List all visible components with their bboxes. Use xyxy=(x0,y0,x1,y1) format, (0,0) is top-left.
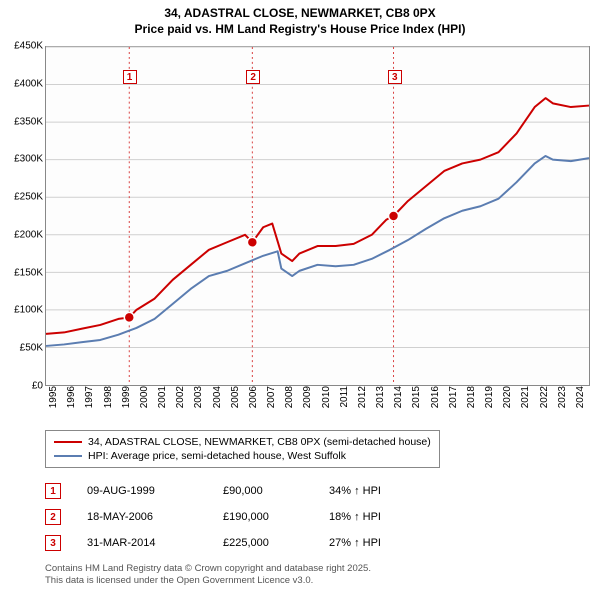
transaction-date: 18-MAY-2006 xyxy=(87,511,207,523)
y-tick-label: £150K xyxy=(3,267,43,278)
y-tick-label: £300K xyxy=(3,154,43,165)
transactions-table: 1 09-AUG-1999 £90,000 34% ↑ HPI 2 18-MAY-2006… xyxy=(45,478,419,556)
x-tick-label: 2013 xyxy=(375,386,386,426)
title-line1: 34, ADASTRAL CLOSE, NEWMARKET, CB8 0PX xyxy=(0,6,600,22)
x-tick-label: 1997 xyxy=(84,386,95,426)
transaction-marker-box: 3 xyxy=(45,535,61,551)
title-line2: Price paid vs. HM Land Registry's House … xyxy=(0,22,600,38)
marker-dots xyxy=(124,211,398,322)
transaction-price: £225,000 xyxy=(223,537,313,549)
y-tick-label: £100K xyxy=(3,305,43,316)
x-tick-label: 1999 xyxy=(121,386,132,426)
x-tick-label: 2015 xyxy=(411,386,422,426)
x-tick-label: 1998 xyxy=(103,386,114,426)
legend-item: HPI: Average price, semi-detached house,… xyxy=(54,449,431,463)
transaction-row: 3 31-MAR-2014 £225,000 27% ↑ HPI xyxy=(45,530,419,556)
x-tick-label: 2019 xyxy=(484,386,495,426)
x-tick-label: 2005 xyxy=(230,386,241,426)
x-tick-label: 2011 xyxy=(339,386,350,426)
x-tick-label: 2023 xyxy=(557,386,568,426)
footer-line1: Contains HM Land Registry data © Crown c… xyxy=(45,563,371,574)
x-tick-label: 2004 xyxy=(212,386,223,426)
transaction-row: 2 18-MAY-2006 £190,000 18% ↑ HPI xyxy=(45,504,419,530)
y-tick-label: £450K xyxy=(3,41,43,52)
legend-swatch xyxy=(54,441,82,443)
x-tick-label: 2020 xyxy=(502,386,513,426)
marker-box: 3 xyxy=(388,70,402,84)
footer-line2: This data is licensed under the Open Gov… xyxy=(45,575,371,586)
x-tick-label: 2000 xyxy=(139,386,150,426)
chart-container: 34, ADASTRAL CLOSE, NEWMARKET, CB8 0PX P… xyxy=(0,0,600,590)
x-tick-label: 2010 xyxy=(321,386,332,426)
footer-attribution: Contains HM Land Registry data © Crown c… xyxy=(45,563,371,586)
legend-item: 34, ADASTRAL CLOSE, NEWMARKET, CB8 0PX (… xyxy=(54,435,431,449)
y-tick-label: £50K xyxy=(3,343,43,354)
plot-area: 1 2 3 xyxy=(45,46,590,386)
y-tick-label: £0 xyxy=(3,381,43,392)
x-tick-label: 2002 xyxy=(175,386,186,426)
transaction-date: 31-MAR-2014 xyxy=(87,537,207,549)
y-tick-label: £400K xyxy=(3,78,43,89)
marker-box: 1 xyxy=(123,70,137,84)
y-tick-label: £250K xyxy=(3,192,43,203)
x-tick-label: 2022 xyxy=(539,386,550,426)
marker-box: 2 xyxy=(246,70,260,84)
x-tick-label: 2007 xyxy=(266,386,277,426)
y-tick-label: £350K xyxy=(3,116,43,127)
marker-lines xyxy=(129,47,393,385)
x-tick-label: 2018 xyxy=(466,386,477,426)
x-tick-label: 1996 xyxy=(66,386,77,426)
x-tick-label: 2024 xyxy=(575,386,586,426)
transaction-hpi: 27% ↑ HPI xyxy=(329,537,419,549)
legend: 34, ADASTRAL CLOSE, NEWMARKET, CB8 0PX (… xyxy=(45,430,440,468)
x-tick-label: 2009 xyxy=(302,386,313,426)
transaction-date: 09-AUG-1999 xyxy=(87,485,207,497)
x-tick-label: 2001 xyxy=(157,386,168,426)
transaction-price: £90,000 xyxy=(223,485,313,497)
x-tick-label: 2017 xyxy=(448,386,459,426)
x-tick-label: 2014 xyxy=(393,386,404,426)
transaction-price: £190,000 xyxy=(223,511,313,523)
x-tick-label: 2006 xyxy=(248,386,259,426)
y-tick-label: £200K xyxy=(3,229,43,240)
transaction-hpi: 34% ↑ HPI xyxy=(329,485,419,497)
legend-label: 34, ADASTRAL CLOSE, NEWMARKET, CB8 0PX (… xyxy=(88,436,431,448)
x-tick-label: 2021 xyxy=(520,386,531,426)
x-tick-label: 2016 xyxy=(430,386,441,426)
gridlines xyxy=(46,47,589,347)
transaction-marker-box: 2 xyxy=(45,509,61,525)
chart-svg xyxy=(46,47,589,385)
legend-label: HPI: Average price, semi-detached house,… xyxy=(88,450,346,462)
chart-title: 34, ADASTRAL CLOSE, NEWMARKET, CB8 0PX P… xyxy=(0,0,600,37)
transaction-row: 1 09-AUG-1999 £90,000 34% ↑ HPI xyxy=(45,478,419,504)
x-tick-label: 2003 xyxy=(193,386,204,426)
series-lines xyxy=(46,98,589,346)
x-tick-label: 2012 xyxy=(357,386,368,426)
x-tick-label: 2008 xyxy=(284,386,295,426)
legend-swatch xyxy=(54,455,82,457)
x-tick-label: 1995 xyxy=(48,386,59,426)
transaction-hpi: 18% ↑ HPI xyxy=(329,511,419,523)
transaction-marker-box: 1 xyxy=(45,483,61,499)
